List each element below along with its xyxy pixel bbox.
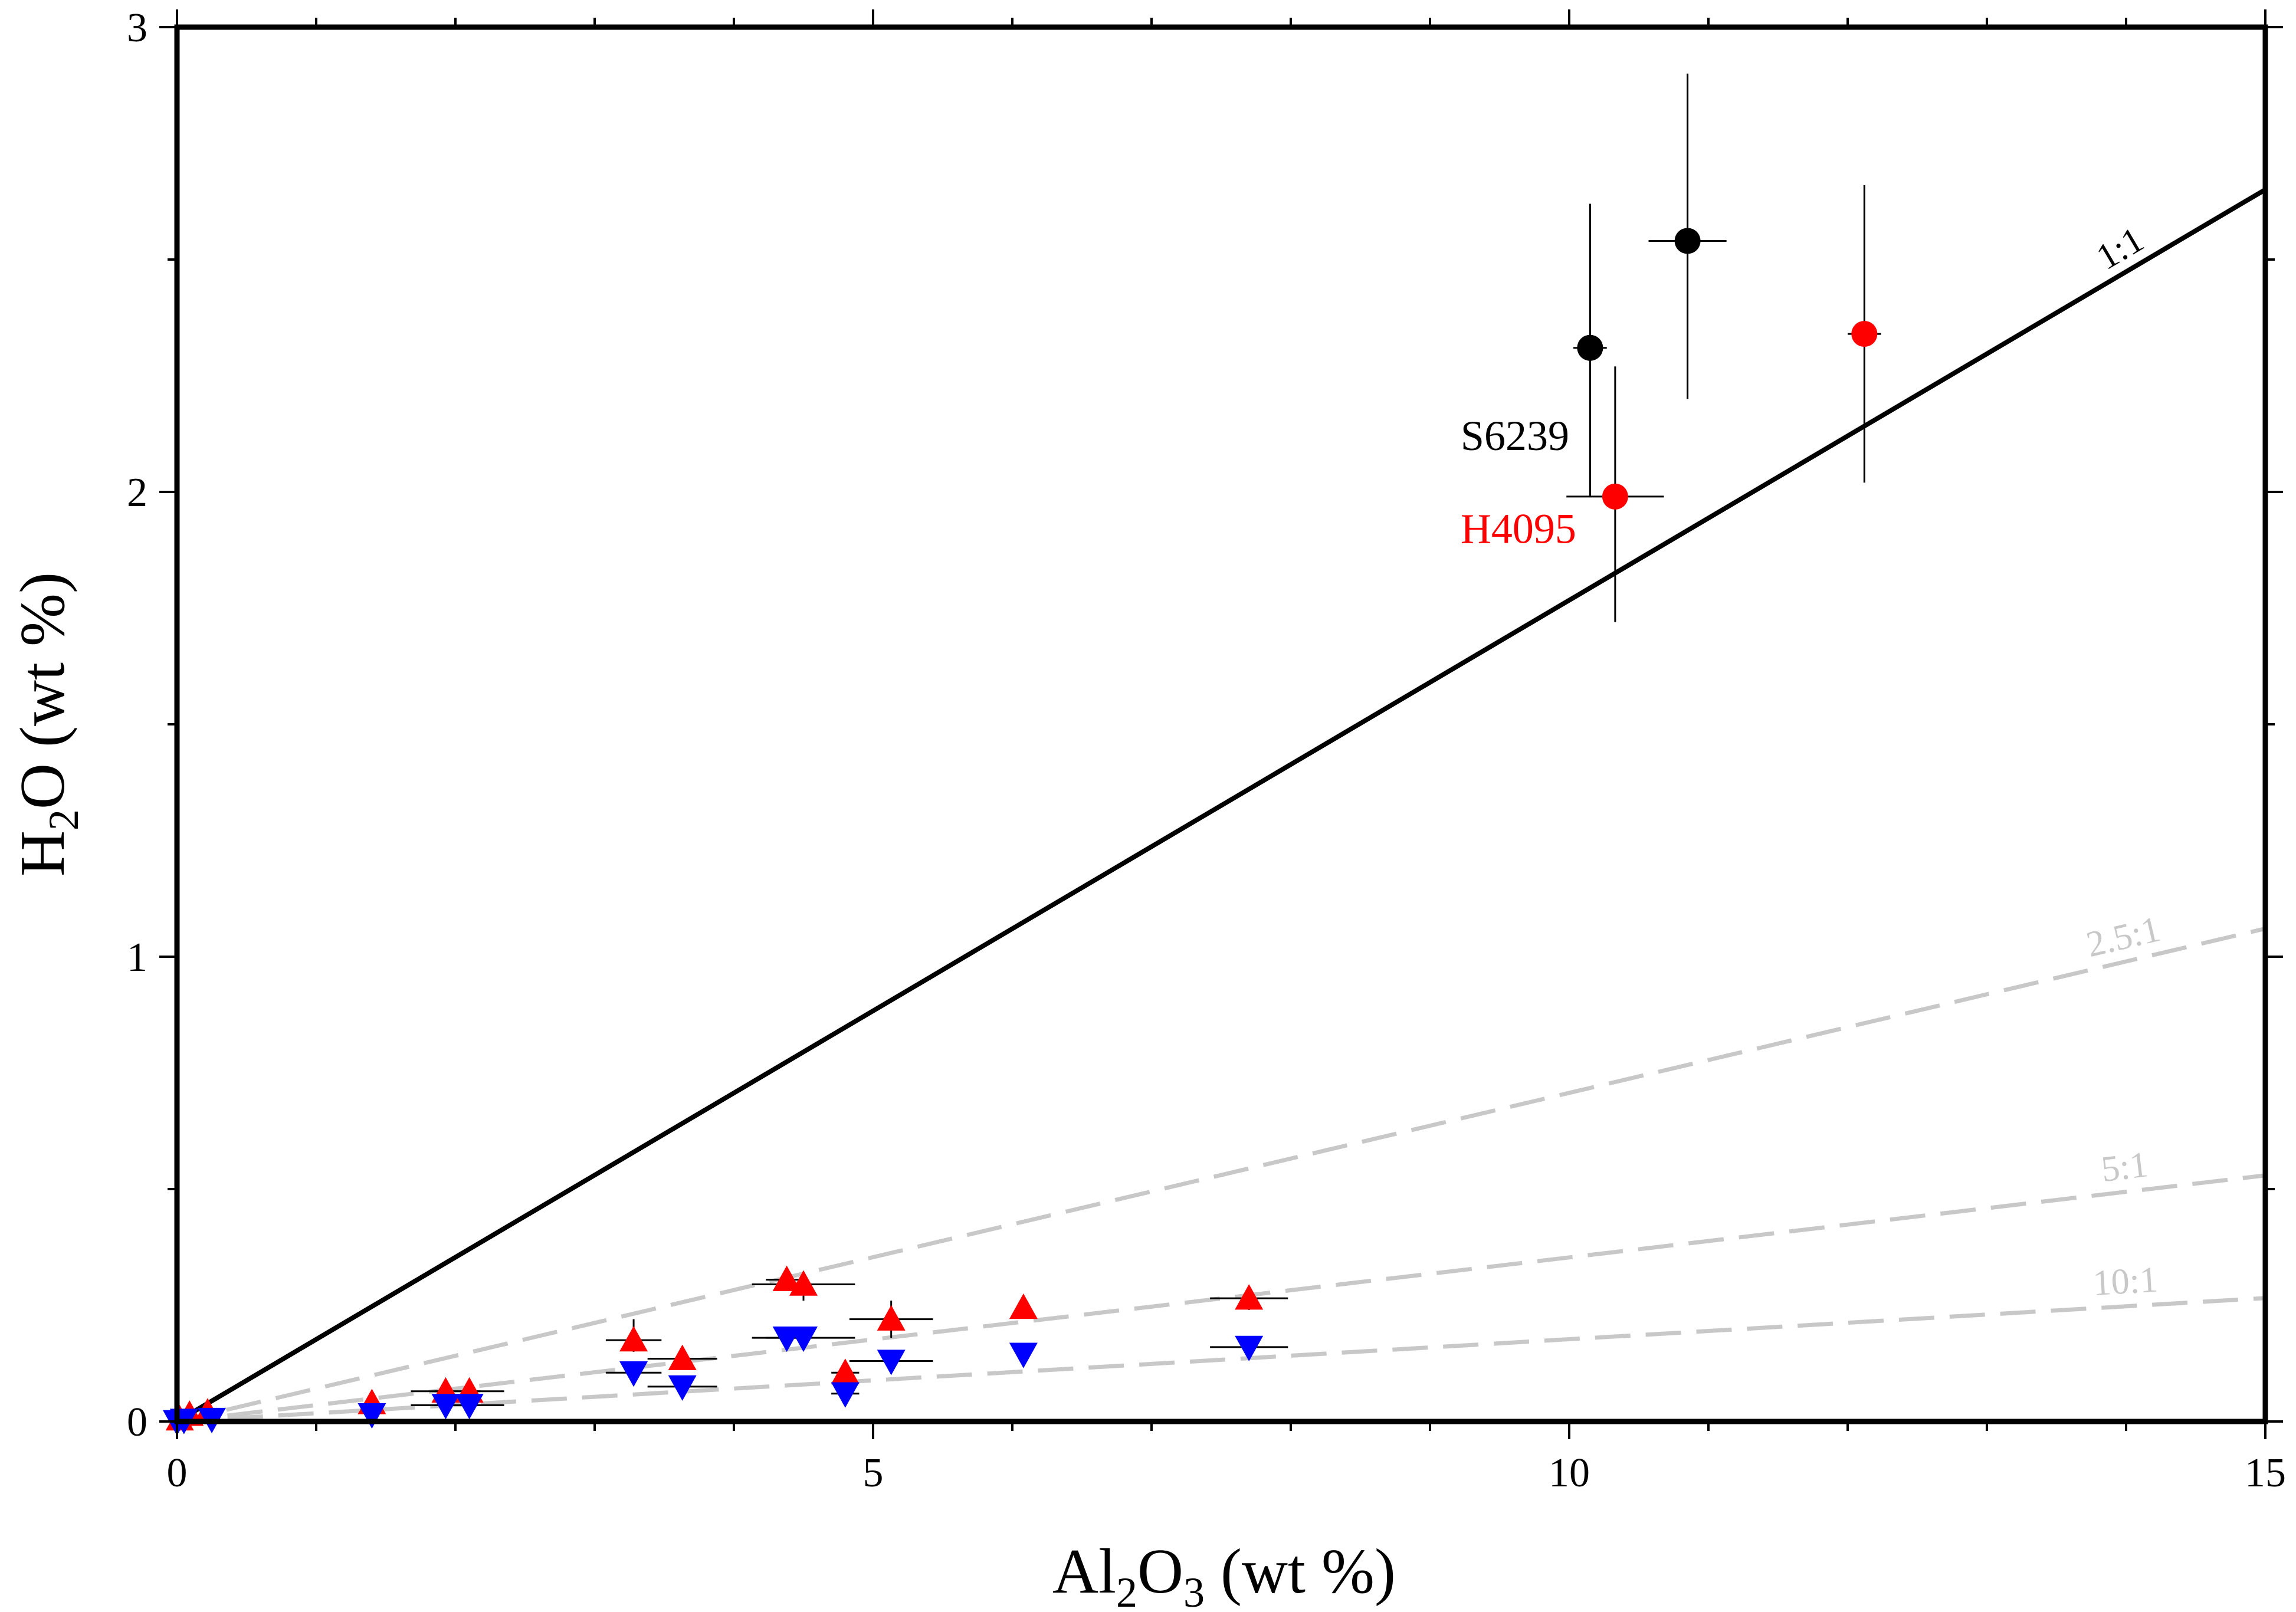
point-3-13 xyxy=(1235,1335,1264,1361)
x-axis-title: Al2O3 (wt %) xyxy=(1052,1537,1396,1612)
point-2-7 xyxy=(668,1344,697,1370)
y-axis-title: H2O (wt %) xyxy=(8,572,87,876)
sample-labels-layer: S6239 H4095 xyxy=(1461,412,1576,553)
ratio-line-1 xyxy=(176,926,2266,1424)
ratio-label-2: 5:1 xyxy=(2099,1144,2150,1190)
ratio-line-0 xyxy=(175,187,2267,1424)
point-3-6 xyxy=(619,1361,648,1387)
x-tick-label: 0 xyxy=(167,1450,188,1496)
tick-labels-layer: 0 5 10 15 0 1 2 3 xyxy=(127,5,2286,1496)
y-axis-title-sub: 2 xyxy=(40,809,87,830)
point-3-10 xyxy=(831,1382,860,1408)
plot-frame xyxy=(174,24,2268,1424)
point-2-6 xyxy=(619,1326,648,1352)
x-tick-label: 10 xyxy=(1549,1450,1590,1496)
ticks-layer xyxy=(159,9,2283,1439)
markers-layer xyxy=(163,228,1878,1436)
sample-label-0: S6239 xyxy=(1461,412,1569,459)
ratio-labels-layer: 1:1 2.5:1 5:1 10:1 xyxy=(2082,219,2164,1304)
ratio-lines-layer xyxy=(175,187,2267,1424)
ratio-line-3 xyxy=(176,1296,2266,1424)
x-axis-title-sub2: 3 xyxy=(1183,1569,1205,1612)
point-2-10 xyxy=(831,1358,860,1384)
point-3-11 xyxy=(877,1350,906,1375)
ratio-label-1: 2.5:1 xyxy=(2082,909,2164,965)
error-bars-layer xyxy=(365,73,1881,1416)
y-tick-label: 0 xyxy=(127,1400,147,1445)
point-0-0 xyxy=(1577,334,1603,361)
ratio-label-3: 10:1 xyxy=(2092,1260,2159,1304)
x-tick-label: 15 xyxy=(2245,1450,2286,1496)
y-tick-label: 2 xyxy=(127,470,147,516)
point-3-4 xyxy=(431,1394,460,1420)
sample-label-1: H4095 xyxy=(1461,505,1576,553)
point-1-0 xyxy=(1602,483,1628,510)
point-2-9 xyxy=(789,1270,818,1296)
point-3-7 xyxy=(668,1375,697,1401)
point-3-9 xyxy=(789,1326,818,1352)
point-2-13 xyxy=(1235,1284,1264,1310)
x-axis-title-sub1: 2 xyxy=(1116,1569,1137,1612)
point-0-1 xyxy=(1674,228,1701,254)
point-2-8 xyxy=(772,1265,801,1291)
point-3-5 xyxy=(455,1394,484,1420)
ratio-line-2 xyxy=(176,1173,2266,1424)
y-tick-label: 3 xyxy=(127,5,147,51)
point-3-12 xyxy=(1009,1342,1038,1368)
x-tick-label: 5 xyxy=(863,1450,884,1496)
y-tick-label: 1 xyxy=(127,935,147,980)
ratio-label-0: 1:1 xyxy=(2090,219,2150,278)
point-3-3 xyxy=(357,1403,386,1429)
point-2-12 xyxy=(1009,1293,1038,1319)
point-1-1 xyxy=(1851,321,1878,347)
point-2-11 xyxy=(877,1305,906,1331)
